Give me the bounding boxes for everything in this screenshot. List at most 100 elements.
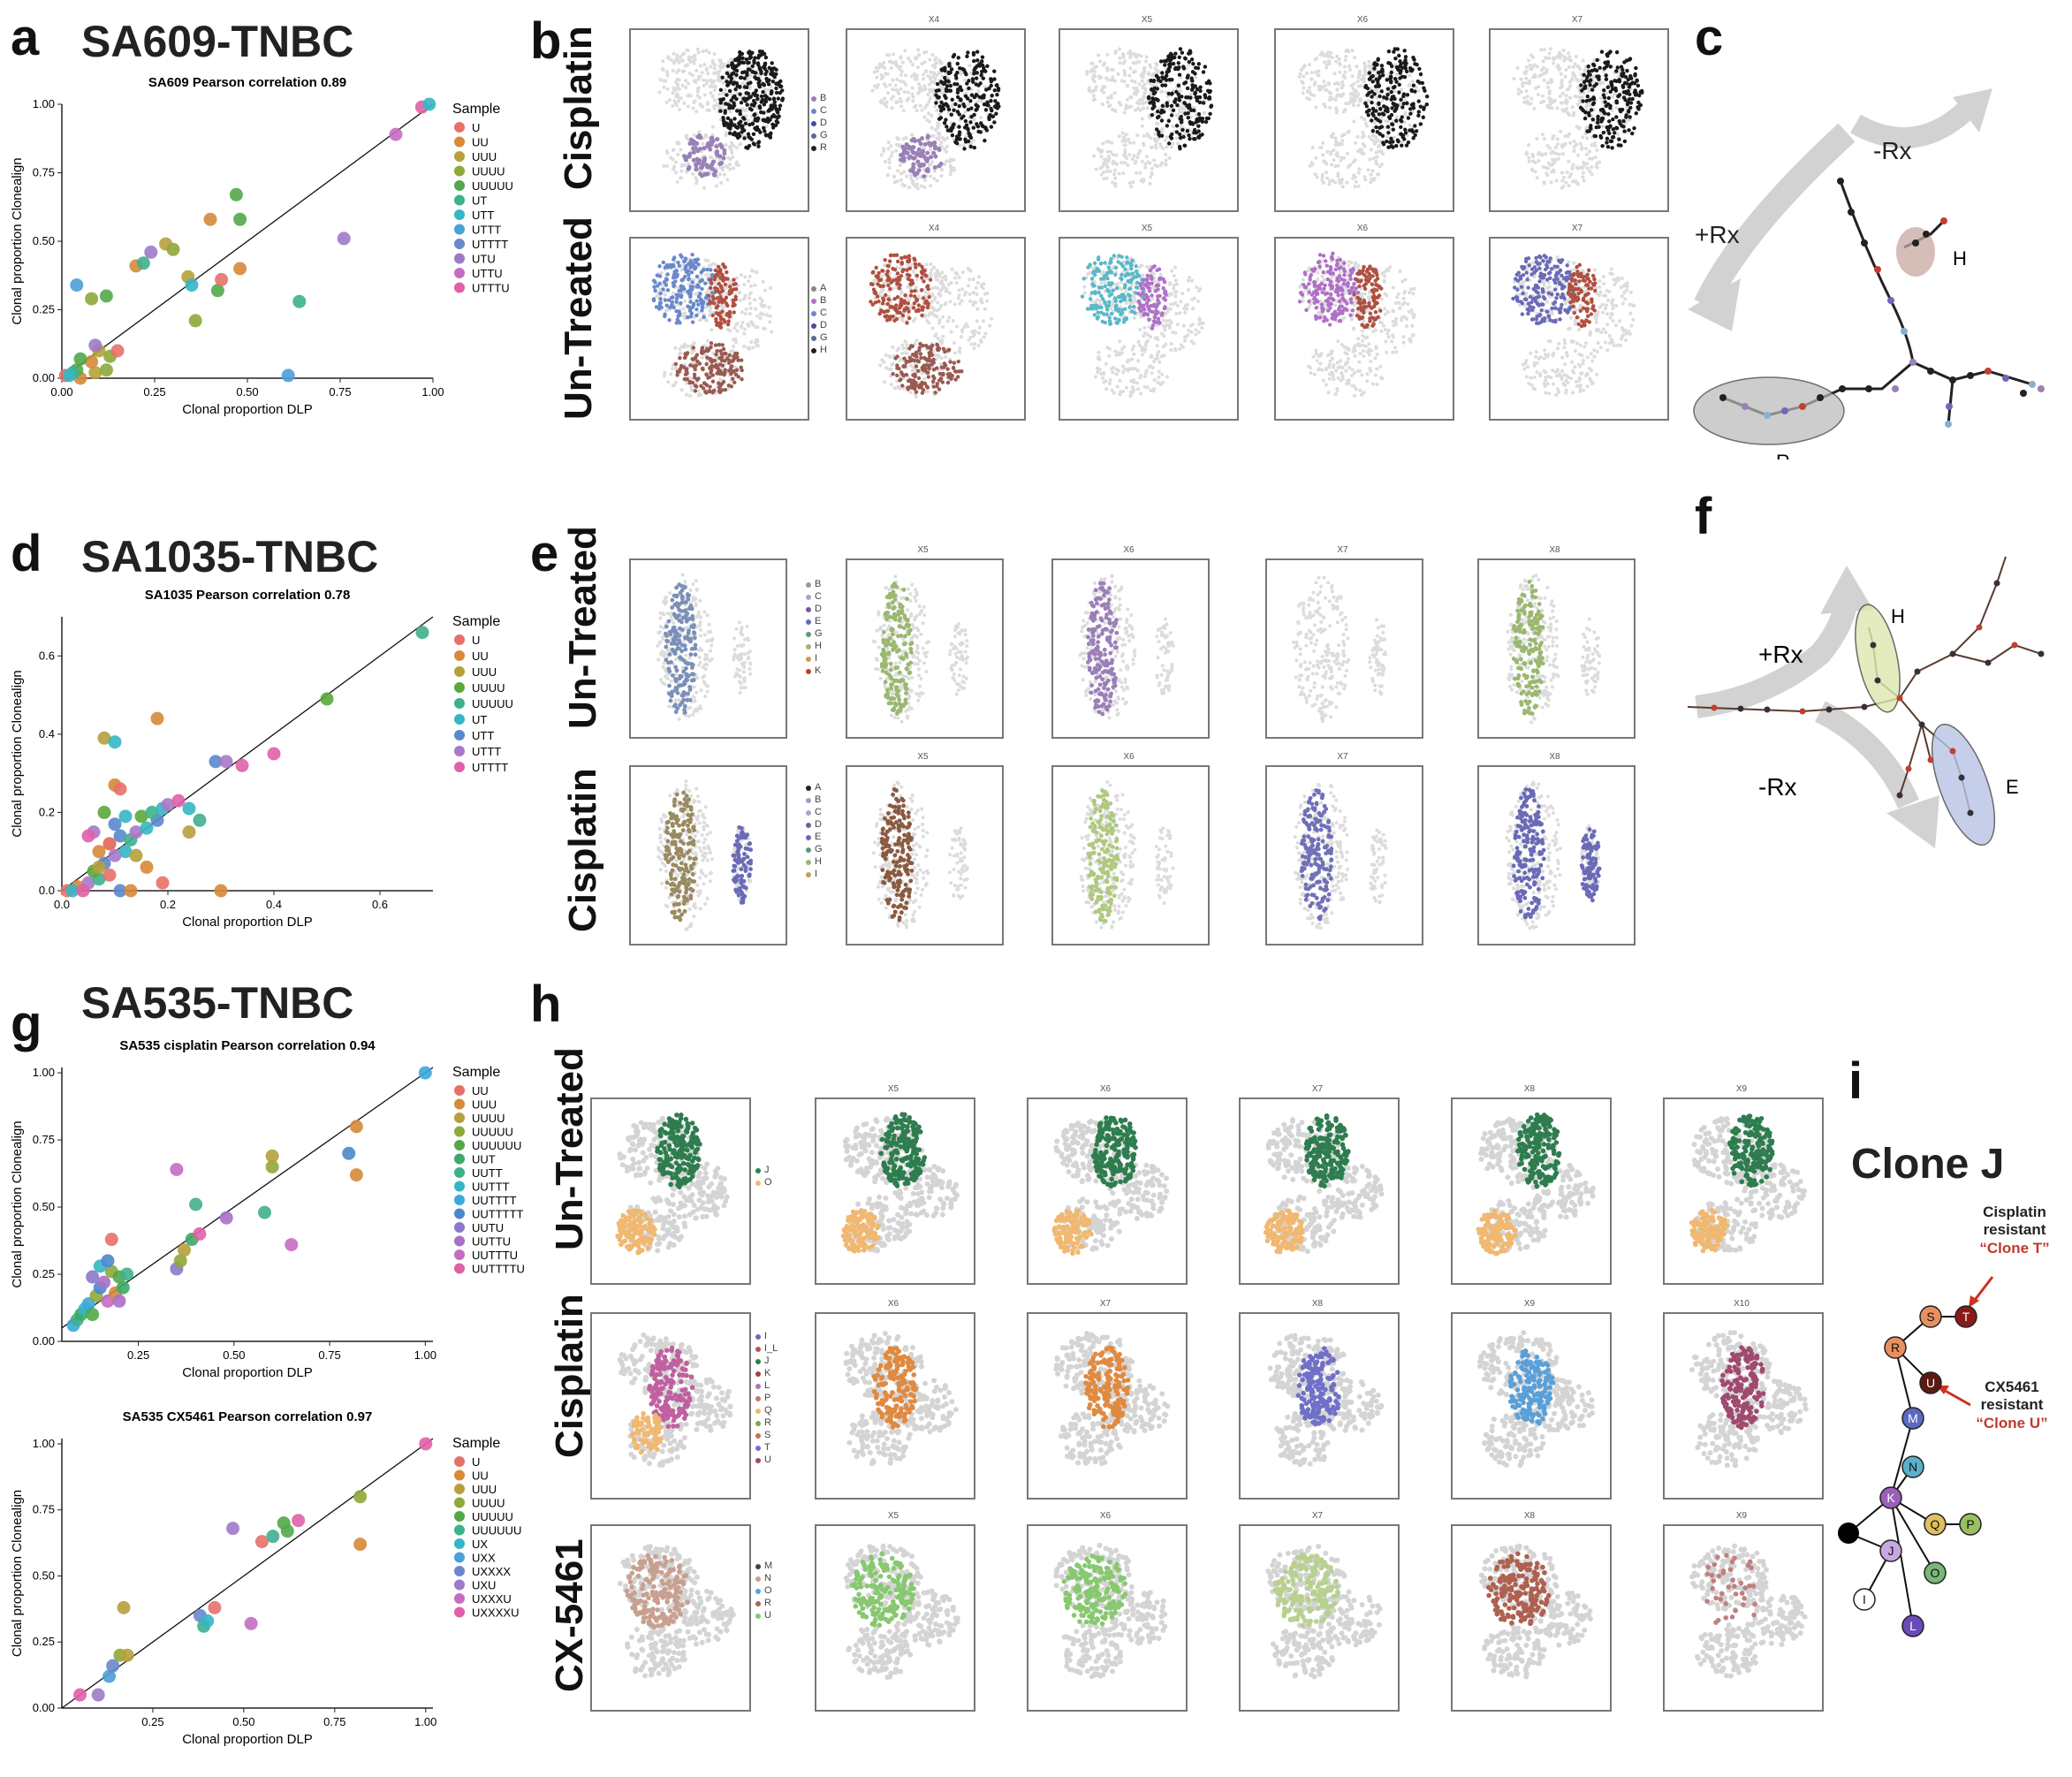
panel-b-untreated-cluster-cell [1094, 307, 1097, 310]
panel-b-cisplatin-bg-cell [674, 160, 678, 163]
panel-b-untreated-cluster-cell [656, 284, 659, 287]
panel-b-cisplatin-bg-cell [1085, 72, 1089, 76]
panel-b-cisplatin-bg-cell [899, 163, 902, 167]
panel-b-cisplatin-cluster-cell [740, 125, 743, 129]
panel-b-cisplatin-cluster-cell [694, 146, 698, 150]
clone-node-label: N [1909, 1460, 1917, 1474]
panel-b-cisplatin-cluster-cell [945, 103, 948, 107]
panel-b-cisplatin-cluster-cell [951, 133, 954, 137]
panel-b-cisplatin-bg-cell [664, 80, 667, 83]
panel-b-cisplatin-cluster-cell [972, 59, 975, 63]
panel-b-cisplatin-cluster-cell [715, 144, 719, 148]
panel-b-untreated-bg-cell [748, 296, 751, 300]
panel-b-untreated-bg-cell [1157, 370, 1161, 374]
panel-b-cisplatin-bg-cell [888, 166, 892, 170]
panel-b-cisplatin-cluster-cell [1169, 63, 1173, 66]
panel-b-untreated-bg-cell [911, 366, 915, 369]
panel-b-cisplatin-cluster-cell [959, 98, 962, 102]
panel-b-untreated-bg-cell [1142, 350, 1146, 353]
panel-b-cisplatin-bg-cell [1113, 169, 1117, 172]
panel-b-untreated-cluster-cell [701, 301, 704, 305]
scatter-a-point [137, 256, 150, 270]
panel-b-untreated-cluster-cell [922, 306, 925, 309]
panel-b-untreated-bg-cell [950, 281, 953, 285]
panel-b-untreated-cluster-cell [697, 285, 701, 288]
panel-b-cisplatin-bg-cell [1165, 159, 1168, 163]
panel-b-cisplatin-bg-cell [1093, 70, 1097, 73]
panel-b-cisplatin-bg-cell [902, 80, 906, 84]
panel-b-untreated-cluster-cell [708, 389, 711, 392]
panel-b-untreated-cluster-cell [880, 309, 884, 313]
panel-b-cisplatin-bg-cell [687, 163, 690, 166]
plus-rx-label-c: +Rx [1695, 221, 1740, 248]
panel-b-cisplatin-cluster-cell [1175, 130, 1179, 133]
scatter-a-legend-swatch [454, 151, 465, 162]
clone-node-label: J [1888, 1544, 1894, 1558]
panel-b-untreated-cluster-cell [1150, 293, 1153, 297]
panel-b-cisplatin-bg-cell [921, 88, 924, 92]
panel-b-untreated-bg-cell [976, 281, 980, 285]
panel-b-untreated-bg-cell [672, 292, 675, 295]
panel-b-untreated-bg-cell [957, 288, 960, 292]
tree-node-c [1967, 372, 1974, 379]
panel-b-cisplatin-bg-cell [1106, 101, 1110, 104]
panel-b-untreated-bg-cell [1173, 274, 1176, 277]
panel-b-cisplatin-bg-cell [924, 70, 928, 73]
panel-b-cisplatin-cluster-cell [727, 74, 731, 78]
panel-b-untreated-bg-cell [1111, 370, 1114, 374]
panel-b-untreated-cluster-cell [920, 314, 923, 317]
scatter-d-point [109, 817, 122, 831]
panel-b-cisplatin-bg-cell [1093, 80, 1097, 83]
panel-b-untreated-cluster-cell [685, 368, 688, 372]
panel-b-cisplatin-cluster-cell [1187, 116, 1190, 119]
panel-b-untreated-bg-cell [1119, 280, 1123, 284]
scatter-a-xtick-label: 0.00 [50, 385, 72, 399]
panel-b-untreated-bg-cell [953, 351, 957, 354]
panel-b-cisplatin-cluster-cell [1147, 96, 1150, 100]
scatter-a-legend-swatch [454, 180, 465, 191]
panel-b-untreated-cluster-cell [901, 314, 905, 317]
panel-b-cisplatin-cluster-cell [740, 101, 743, 104]
panel-b-untreated-bg-cell [1187, 329, 1190, 332]
panel-b-untreated-bg-cell [937, 337, 940, 340]
panel-b-untreated-cluster-cell [728, 353, 732, 357]
panel-b-cisplatin-cluster-cell [911, 156, 915, 161]
panel-title-g: SA535-TNBC [81, 981, 353, 1025]
panel-b-cisplatin-cluster-cell [936, 82, 939, 86]
panel-b-untreated-bg-cell [890, 363, 893, 367]
panel-b-untreated-bg-cell [732, 345, 735, 348]
panel-b-cisplatin-cluster-cell [969, 115, 973, 118]
panel-b-cisplatin-bg-cell [882, 147, 885, 150]
panel-b-untreated-cluster-cell [707, 293, 710, 297]
panel-b-cisplatin-cluster-cell [943, 94, 946, 97]
panel-b-cisplatin-cluster-cell [772, 66, 776, 70]
panel-b-untreated-bg-cell [1130, 367, 1134, 370]
scatter-g1-point [86, 1308, 99, 1321]
panel-b-cisplatin-bg-cell [1125, 133, 1128, 136]
panel-b-cisplatin-tile-label: X5 [1059, 15, 1235, 25]
scatter-g1-point [419, 1067, 432, 1080]
scatter-a-legend-item: UUU [472, 150, 497, 163]
panel-b-untreated-bg-cell [938, 282, 942, 285]
panel-b-untreated-cluster-cell [921, 366, 924, 369]
panel-b-cisplatin-cluster-cell [1194, 84, 1197, 87]
panel-b-cisplatin-bg-cell [697, 130, 701, 133]
panel-b-untreated-cluster-cell [1126, 272, 1129, 276]
scatter-g2-ytick-label: 1.00 [33, 1437, 55, 1450]
panel-b-untreated-bg-cell [762, 313, 765, 316]
panel-b-cisplatin-bg-cell [902, 137, 906, 140]
panel-b-cisplatin-cluster-cell [1203, 65, 1207, 68]
panel-b-untreated-cluster-cell [871, 270, 875, 274]
panel-b-cisplatin-bg-cell [665, 101, 669, 104]
panel-b-untreated-bg-cell [937, 322, 941, 325]
panel-b-cisplatin-cluster-cell [938, 104, 942, 108]
panel-b-cisplatin-bg-cell [916, 92, 920, 95]
panel-b-untreated-bg-cell [1138, 328, 1142, 331]
row-label-cisplatin-b: Cisplatin [557, 66, 601, 190]
panel-b-untreated-bg-cell [1104, 362, 1108, 366]
panel-b-untreated-bg-cell [1152, 360, 1156, 363]
panel-b-cisplatin-cluster-cell [939, 162, 944, 166]
panel-b-untreated-cluster-cell [717, 368, 720, 371]
panel-b-cisplatin-cluster-cell [724, 109, 727, 112]
